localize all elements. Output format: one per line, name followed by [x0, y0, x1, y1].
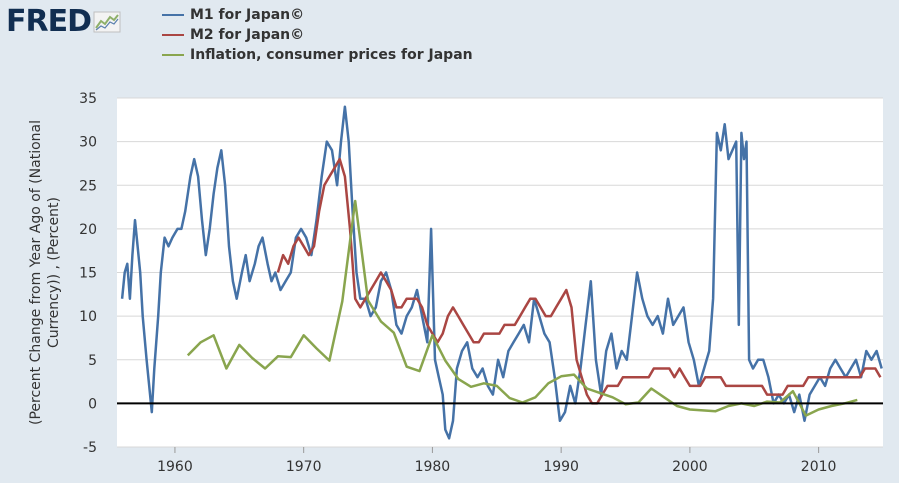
y-axis-label: (Percent Change from Year Ago of (Nation… [28, 120, 62, 425]
legend-swatch-m1 [162, 14, 184, 16]
y-tick-label: 30 [79, 135, 97, 151]
legend-swatch-inflation [162, 54, 184, 56]
legend-label-inflation: Inflation, consumer prices for Japan [190, 47, 473, 63]
x-axis-ticks: 1960 1970 1980 1990 2000 2010 [157, 447, 836, 475]
y-tick-label: 0 [88, 396, 97, 412]
fred-logo: FRED [6, 6, 121, 38]
x-tick-label: 1960 [157, 459, 193, 475]
y-tick-label: 5 [88, 353, 97, 369]
series-line-m1 [120, 105, 883, 440]
fred-logo-text: FRED [6, 4, 92, 39]
legend-swatch-m2 [162, 34, 184, 36]
x-tick-label: 1970 [286, 459, 322, 475]
legend: M1 for Japan© M2 for Japan© Inflation, c… [162, 5, 473, 65]
series-line-m2 [276, 157, 882, 405]
legend-label-m1: M1 for Japan© [190, 7, 305, 23]
y-tick-label: -5 [83, 440, 97, 456]
legend-label-m2: M2 for Japan© [190, 27, 305, 43]
y-tick-label: 10 [79, 309, 97, 325]
y-tick-label: 15 [79, 266, 97, 282]
legend-item-m1[interactable]: M1 for Japan© [162, 5, 473, 25]
x-tick-label: 1990 [543, 459, 579, 475]
y-tick-label: 25 [79, 178, 97, 194]
x-tick-label: 1980 [415, 459, 451, 475]
legend-item-inflation[interactable]: Inflation, consumer prices for Japan [162, 45, 473, 65]
y-tick-label: 35 [79, 91, 97, 107]
y-tick-label: 20 [79, 222, 97, 238]
x-tick-label: 2010 [801, 459, 837, 475]
legend-item-m2[interactable]: M2 for Japan© [162, 25, 473, 45]
x-tick-label: 2000 [672, 459, 708, 475]
line-graph-icon [93, 11, 121, 33]
y-axis-ticks: -5 0 5 10 15 20 25 30 35 [79, 91, 97, 456]
